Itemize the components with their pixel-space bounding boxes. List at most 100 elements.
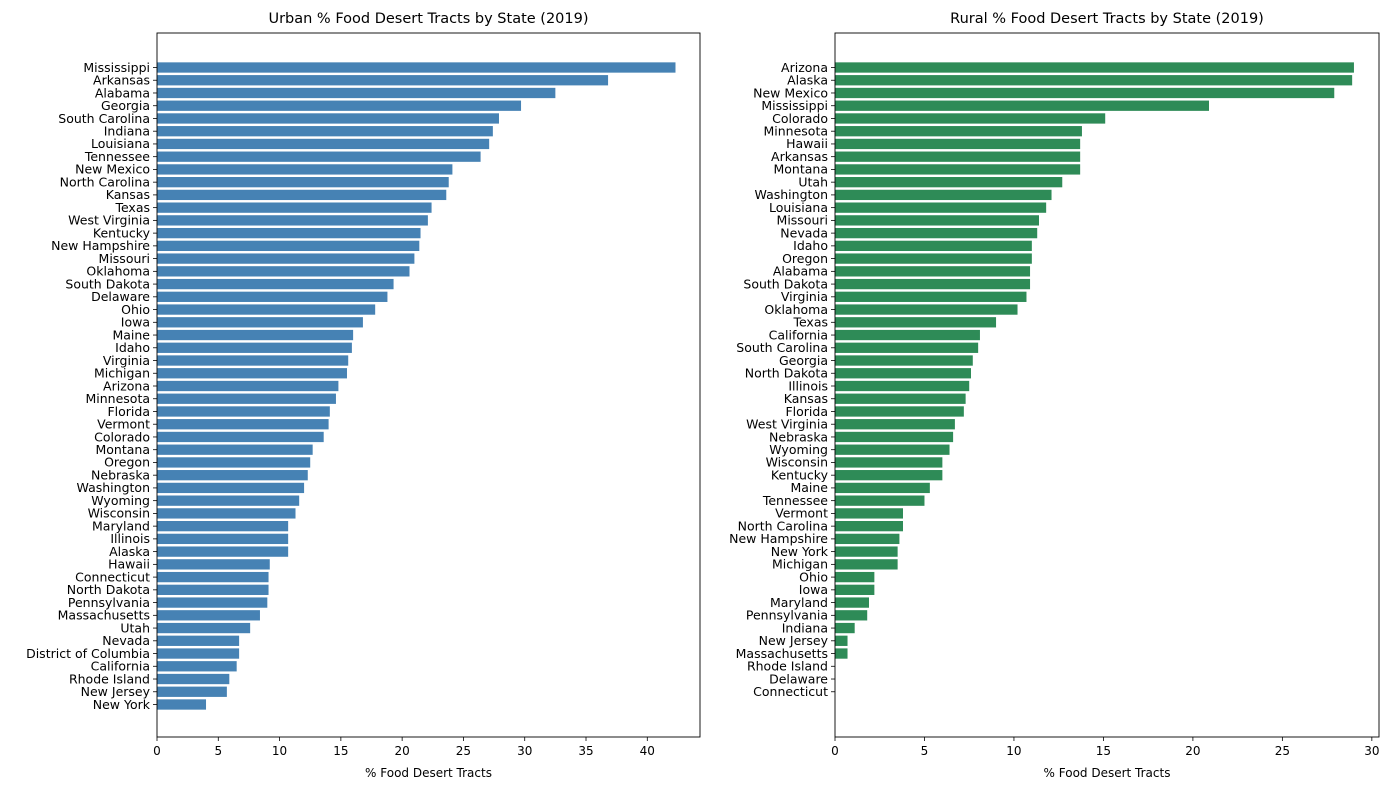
urban-bar [157, 342, 352, 353]
urban-category-label: District of Columbia [26, 646, 150, 661]
rural-bar [835, 113, 1106, 124]
rural-bar [835, 533, 900, 545]
urban-category-label: Arizona [103, 378, 150, 393]
rural-category-label: Colorado [772, 111, 828, 126]
urban-category-label: Kentucky [93, 225, 151, 240]
urban-category-label: Maryland [92, 518, 150, 533]
rural-bar [835, 266, 1031, 277]
rural-bar [835, 75, 1353, 86]
urban-category-label: Iowa [121, 315, 150, 330]
urban-category-label: Montana [96, 442, 151, 457]
rural-category-label: Florida [785, 404, 828, 419]
rural-bar [835, 253, 1032, 264]
urban-category-label: Arkansas [93, 73, 150, 88]
rural-bar [835, 597, 869, 608]
rural-bar [835, 189, 1052, 201]
urban-category-label: Alabama [95, 85, 150, 100]
urban-bar [157, 215, 428, 226]
rural-category-label: Oklahoma [764, 302, 828, 317]
rural-category-label: Montana [774, 162, 829, 177]
urban-category-label: Virginia [103, 353, 150, 368]
urban-category-label: Missouri [99, 251, 150, 266]
urban-bar [157, 164, 453, 175]
rural-bar [835, 393, 966, 404]
rural-category-label: Kansas [784, 391, 828, 406]
urban-category-label: Wyoming [91, 493, 150, 508]
urban-bar [157, 227, 421, 239]
urban-category-label: New Jersey [81, 684, 151, 699]
rural-category-label: Connecticut [753, 684, 828, 699]
urban-category-label: Connecticut [75, 569, 150, 584]
rural-category-label: Wisconsin [766, 455, 828, 470]
rural-category-label: Indiana [782, 620, 828, 635]
rural-category-label: Minnesota [763, 124, 828, 139]
urban-bar [157, 699, 207, 710]
urban-bar [157, 380, 339, 392]
rural-bar [835, 482, 930, 494]
urban-category-label: Utah [120, 620, 150, 635]
rural-bar [835, 622, 855, 634]
urban-bar [157, 546, 289, 557]
rural-bar [835, 126, 1082, 137]
rural-bar [835, 278, 1031, 290]
rural-bar [835, 406, 964, 417]
rural-x-tick-label: 25 [1275, 744, 1290, 758]
urban-bar [157, 317, 363, 328]
urban-bar [157, 635, 240, 646]
urban-bar [157, 610, 260, 621]
urban-category-label: Florida [107, 404, 150, 419]
urban-category-label: North Carolina [60, 174, 150, 189]
rural-category-label: Alabama [773, 264, 828, 279]
urban-bar [157, 355, 349, 366]
rural-bar [835, 227, 1038, 239]
rural-category-label: North Dakota [745, 366, 828, 381]
rural-category-label: Nebraska [769, 429, 828, 444]
rural-category-label: Kentucky [771, 467, 829, 482]
rural-bar [835, 100, 1209, 111]
rural-bar [835, 317, 997, 328]
urban-bar [157, 559, 270, 570]
rural-category-label: Georgia [779, 353, 828, 368]
urban-bar [157, 62, 676, 73]
urban-category-label: California [91, 659, 150, 674]
urban-category-label: Alaska [109, 544, 150, 559]
rural-bar [835, 304, 1018, 315]
rural-category-label: West Virginia [746, 417, 828, 432]
urban-bar [157, 87, 556, 99]
rural-category-label: Oregon [782, 251, 828, 266]
rural-category-label: Delaware [769, 671, 828, 686]
rural-x-tick-label: 20 [1185, 744, 1200, 758]
rural-bar [835, 508, 903, 519]
rural-bar [835, 431, 954, 443]
urban-bar [157, 291, 388, 302]
urban-chart-title: Urban % Food Desert Tracts by State (201… [268, 11, 588, 27]
rural-bar [835, 164, 1081, 175]
rural-bar [835, 151, 1081, 162]
rural-category-label: Pennsylvania [746, 608, 828, 623]
rural-bar [835, 177, 1063, 188]
urban-bar [157, 126, 493, 137]
urban-bar [157, 648, 240, 659]
urban-bar [157, 368, 347, 379]
rural-x-tick-label: 15 [1096, 744, 1111, 758]
urban-category-label: Louisiana [91, 136, 150, 151]
urban-bar [157, 470, 308, 481]
rural-x-tick-label: 5 [921, 744, 929, 758]
rural-category-label: Vermont [775, 506, 828, 521]
urban-x-tick-label: 10 [272, 744, 287, 758]
urban-axes-frame [156, 32, 701, 738]
urban-category-label: Tennessee [84, 149, 150, 164]
urban-category-label: Ohio [121, 302, 150, 317]
urban-x-tick-label: 15 [333, 744, 348, 758]
urban-category-label: Pennsylvania [68, 595, 150, 610]
urban-bar [157, 419, 329, 430]
rural-axes-frame [834, 32, 1380, 738]
rural-bar [835, 368, 971, 379]
rural-bar [835, 138, 1081, 150]
urban-bar [157, 444, 313, 455]
rural-bar [835, 444, 950, 455]
urban-category-label: Texas [114, 200, 150, 215]
rural-bar [835, 520, 903, 532]
